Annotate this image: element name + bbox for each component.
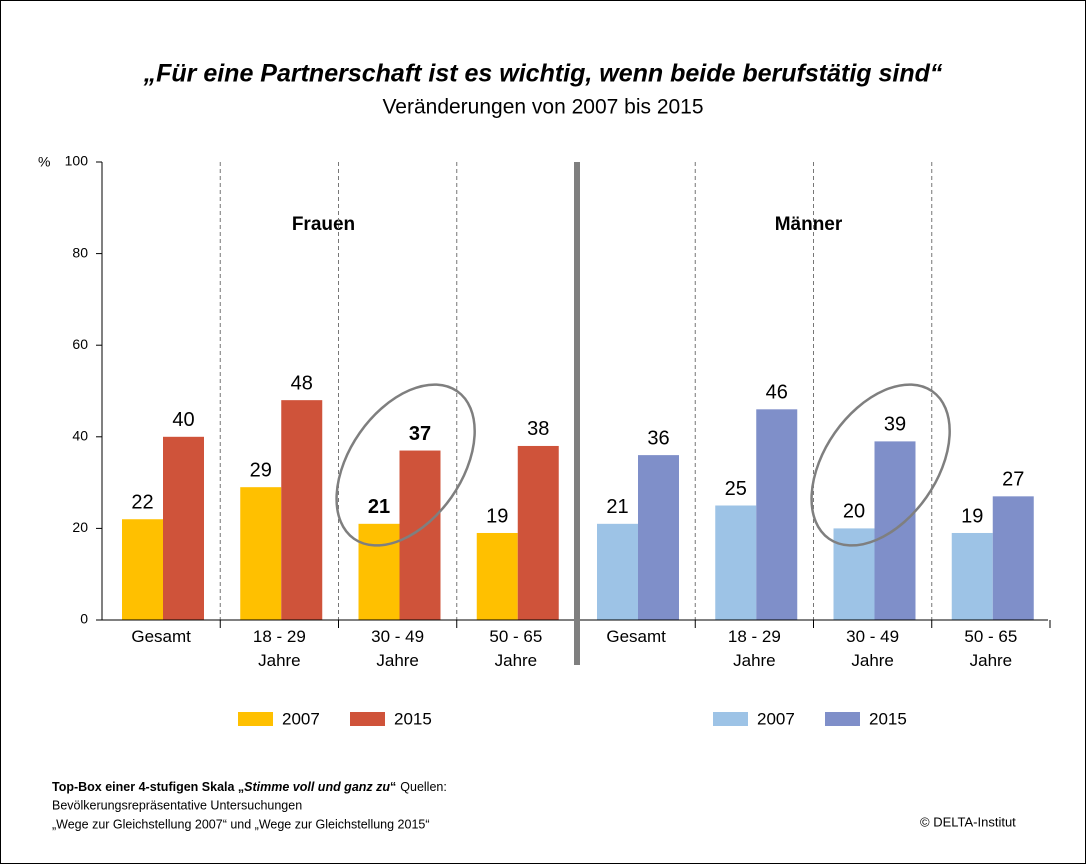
x-tick-label: 50 - 65 Jahre (489, 627, 543, 670)
bar (399, 450, 441, 620)
x-tick-label: 30 - 49 Jahre (846, 627, 900, 670)
x-tick-label: Gesamt (131, 627, 191, 646)
value-label: 36 (647, 427, 669, 449)
note-line: Bevölkerungsrepräsentative Untersuchunge… (52, 798, 302, 812)
value-label: 25 (725, 478, 747, 500)
value-label: 21 (606, 496, 628, 518)
value-label: 21 (368, 496, 390, 518)
bar (476, 532, 518, 620)
value-label: 27 (1002, 469, 1024, 491)
y-unit: % (38, 154, 50, 170)
bar (715, 505, 757, 620)
legend-swatch (713, 712, 748, 726)
x-tick-label: 50 - 65 Jahre (964, 627, 1018, 670)
x-tick-label: Gesamt (606, 627, 666, 646)
legend-label: 2007 (757, 709, 795, 728)
bar (281, 400, 323, 620)
value-label: 22 (131, 492, 153, 514)
x-tick-label: 30 - 49 Jahre (371, 627, 425, 670)
highlight-ring (810, 383, 951, 547)
value-label: 37 (409, 423, 431, 445)
bar (951, 532, 993, 620)
note-line: „Wege zur Gleichstellung 2007“ und „Wege… (52, 817, 430, 831)
chart-title: „Für eine Partnerschaft ist es wichtig, … (143, 60, 943, 88)
note-scale: Stimme voll und ganz zu (244, 780, 390, 794)
value-label: 39 (884, 414, 906, 436)
value-label: 46 (766, 382, 788, 404)
value-label: 19 (961, 505, 983, 527)
note-lead: Top-Box einer 4-stufigen Skala „ (52, 780, 244, 794)
bar (122, 519, 163, 620)
bar (240, 487, 282, 620)
bar (517, 445, 559, 620)
y-tick-label: 20 (72, 519, 88, 535)
note-line: Top-Box einer 4-stufigen Skala „Stimme v… (52, 780, 447, 794)
bar (638, 455, 679, 620)
copyright: © DELTA-Institut (920, 814, 1016, 829)
y-tick-label: 100 (65, 153, 89, 169)
value-label: 19 (486, 505, 508, 527)
value-label: 38 (527, 418, 549, 440)
chart-subtitle: Veränderungen von 2007 bis 2015 (382, 96, 703, 119)
value-label: 48 (291, 372, 313, 394)
y-tick-label: 0 (80, 611, 88, 627)
note-rest: Quellen: (400, 780, 447, 794)
legend-swatch (350, 712, 385, 726)
y-tick-label: 60 (72, 336, 88, 352)
bar (992, 496, 1034, 620)
y-tick-label: 40 (72, 428, 88, 444)
group-label: Frauen (292, 214, 355, 235)
legend-swatch (238, 712, 273, 726)
value-label: 40 (172, 409, 194, 431)
legend-label: 2015 (394, 709, 432, 728)
note-close: “ (390, 780, 396, 794)
legend-label: 2007 (282, 709, 320, 728)
x-tick-label: 18 - 29 Jahre (727, 627, 781, 670)
highlight-ring (335, 383, 476, 547)
legend-swatch (825, 712, 860, 726)
bar (163, 436, 204, 620)
value-label: 29 (250, 459, 272, 481)
bar (756, 409, 798, 620)
bar (358, 523, 400, 620)
value-label: 20 (843, 501, 865, 523)
x-tick-label: 18 - 29 Jahre (252, 627, 306, 670)
group-label: Männer (775, 214, 843, 235)
legend-label: 2015 (869, 709, 907, 728)
bar (597, 523, 638, 620)
y-tick-label: 80 (72, 244, 88, 260)
